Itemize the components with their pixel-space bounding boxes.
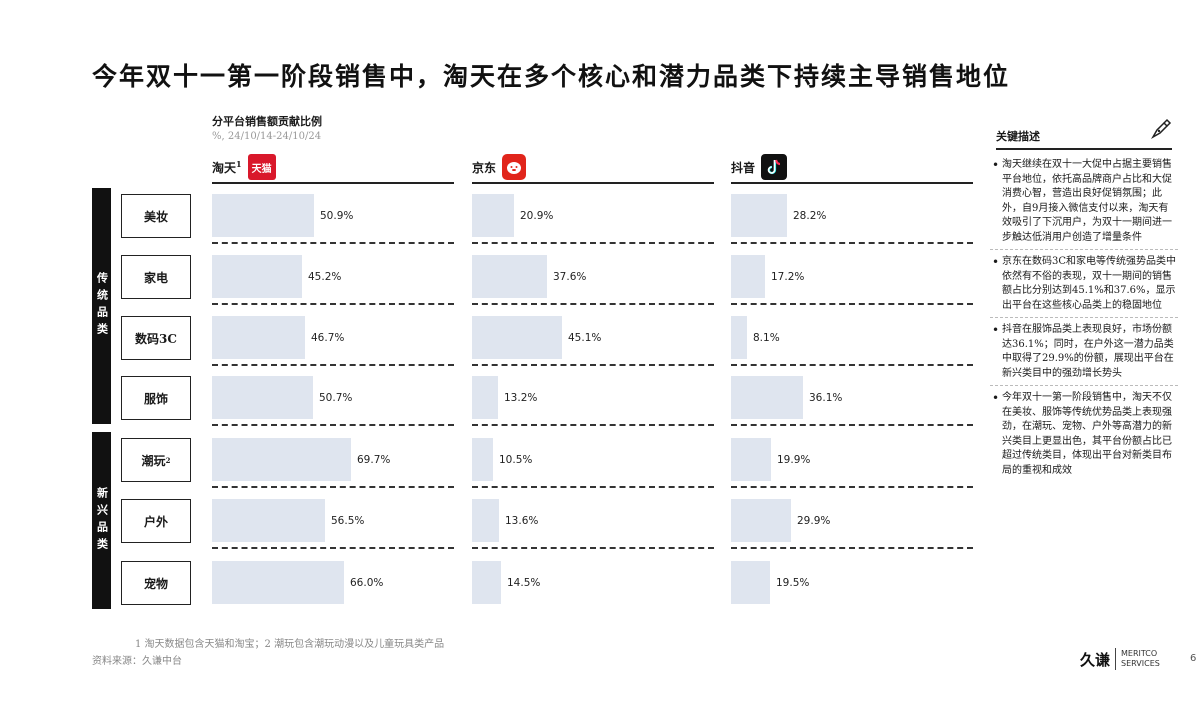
bar-京东 (472, 316, 562, 359)
data-label: 50.9% (320, 210, 354, 222)
footnote: 1 淘天数据包含天猫和淘宝；2 潮玩包含潮玩动漫以及儿童玩具类产品 (135, 639, 445, 650)
category-label: 数码3C (121, 316, 191, 360)
row-divider (731, 303, 973, 305)
data-label: 19.5% (776, 577, 810, 589)
bar-京东 (472, 376, 498, 419)
data-label: 8.1% (753, 332, 780, 344)
bar-京东 (472, 255, 547, 298)
brand-divider (1115, 648, 1117, 670)
bar-抖音 (731, 194, 787, 237)
platform-header-2: 抖音 (731, 152, 973, 184)
data-label: 10.5% (499, 454, 533, 466)
data-label: 36.1% (809, 392, 843, 404)
row-divider (212, 486, 454, 488)
chart-title: 分平台销售额贡献比例 (212, 115, 322, 128)
category-label: 美妆 (121, 194, 191, 238)
data-label: 50.7% (319, 392, 353, 404)
data-label: 13.6% (505, 515, 539, 527)
data-label: 69.7% (357, 454, 391, 466)
row-divider (731, 486, 973, 488)
row-divider (212, 242, 454, 244)
bar-淘天 (212, 561, 344, 604)
category-label: 服饰 (121, 376, 191, 420)
page-number: 6 (1190, 653, 1197, 664)
row-divider (731, 242, 973, 244)
page-title: 今年双十一第一阶段销售中，淘天在多个核心和潜力品类下持续主导销售地位 (92, 62, 1011, 91)
row-divider (472, 486, 714, 488)
data-label: 29.9% (797, 515, 831, 527)
note-item: 抖音在服饰品类上表现良好，市场份额达36.1%；同时，在户外这一潜力品类中取得了… (990, 323, 1178, 386)
bar-淘天 (212, 438, 351, 481)
brand-logo: 久谦 MERITCO SERVICES (1080, 648, 1160, 670)
platform-name: 京东 (472, 160, 497, 175)
row-divider (472, 364, 714, 366)
row-divider (472, 242, 714, 244)
data-label: 28.2% (793, 210, 827, 222)
row-divider (472, 424, 714, 426)
brand-en: MERITCO SERVICES (1121, 649, 1160, 669)
bar-抖音 (731, 376, 803, 419)
data-label: 19.9% (777, 454, 811, 466)
bar-淘天 (212, 194, 314, 237)
category-label: 潮玩 2 (121, 438, 191, 482)
data-label: 45.1% (568, 332, 602, 344)
row-divider (212, 547, 454, 549)
row-divider (212, 303, 454, 305)
row-divider (212, 424, 454, 426)
row-divider (472, 303, 714, 305)
data-label: 66.0% (350, 577, 384, 589)
category-label: 宠物 (121, 561, 191, 605)
pen-icon (1150, 118, 1172, 140)
key-desc-heading: 关键描述 (996, 128, 1172, 150)
bar-抖音 (731, 438, 771, 481)
note-item: 今年双十一第一阶段销售中，淘天不仅在美妆、服饰等传统优势品类上表现强劲，在潮玩、… (990, 391, 1178, 482)
data-label: 14.5% (507, 577, 541, 589)
bar-抖音 (731, 255, 765, 298)
bar-京东 (472, 561, 501, 604)
group-label-1: 新兴品类 (92, 432, 111, 609)
platform-header-1: 京东 (472, 152, 714, 184)
data-label: 46.7% (311, 332, 345, 344)
chart-subtitle: %, 24/10/14-24/10/24 (212, 131, 322, 142)
brand-en-line1: MERITCO (1121, 649, 1158, 658)
bar-京东 (472, 499, 499, 542)
row-divider (731, 364, 973, 366)
group-label-0: 传统品类 (92, 188, 111, 424)
bar-淘天 (212, 376, 313, 419)
tmall-logo-icon: 天猫 (247, 154, 276, 180)
bar-淘天 (212, 499, 325, 542)
category-label: 户外 (121, 499, 191, 543)
data-label: 45.2% (308, 271, 342, 283)
platform-name: 淘天1 (212, 158, 242, 175)
platform-header-0: 淘天1 天猫 (212, 152, 454, 184)
data-label: 37.6% (553, 271, 587, 283)
key-desc-notes: 淘天继续在双十一大促中占据主要销售平台地位，依托高品牌商户占比和大促消费心智，营… (990, 158, 1178, 487)
data-label: 17.2% (771, 271, 805, 283)
row-divider (212, 364, 454, 366)
bar-京东 (472, 438, 493, 481)
data-label: 20.9% (520, 210, 554, 222)
bar-抖音 (731, 499, 791, 542)
row-divider (731, 424, 973, 426)
bar-淘天 (212, 316, 305, 359)
data-label: 56.5% (331, 515, 365, 527)
douyin-logo-icon (761, 154, 788, 180)
note-item: 淘天继续在双十一大促中占据主要销售平台地位，依托高品牌商户占比和大促消费心智，营… (990, 158, 1178, 250)
bar-淘天 (212, 255, 302, 298)
data-label: 13.2% (504, 392, 538, 404)
row-divider (731, 547, 973, 549)
brand-cn: 久谦 (1080, 650, 1111, 669)
bar-抖音 (731, 316, 747, 359)
row-divider (472, 547, 714, 549)
bar-京东 (472, 194, 514, 237)
source-note: 资料来源：久谦中台 (92, 656, 182, 667)
bar-抖音 (731, 561, 770, 604)
platform-name: 抖音 (731, 160, 756, 175)
note-item: 京东在数码3C和家电等传统强势品类中依然有不俗的表现，双十一期间的销售额占比分别… (990, 255, 1178, 318)
category-label: 家电 (121, 255, 191, 299)
brand-en-line2: SERVICES (1121, 659, 1160, 668)
jd-logo-icon (502, 154, 527, 180)
